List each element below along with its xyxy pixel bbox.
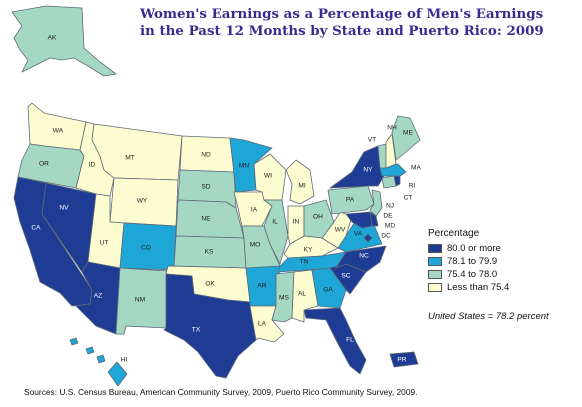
state-MT (91, 123, 183, 181)
label-ND: ND (201, 152, 211, 159)
label-IN: IN (293, 219, 300, 226)
legend-swatch (428, 270, 442, 280)
label-NH: NH (387, 125, 397, 132)
legend-item: Less than 75.4 (428, 282, 578, 294)
label-DC: DC (381, 233, 391, 240)
label-VT: VT (368, 137, 376, 144)
label-ID: ID (89, 162, 96, 169)
label-MD: MD (385, 223, 395, 230)
map-title: Women's Earnings as a Percentage of Men'… (140, 6, 544, 39)
label-NJ: NJ (386, 203, 394, 210)
state-FL (303, 307, 367, 375)
state-NE (175, 199, 245, 239)
label-FL: FL (346, 337, 354, 344)
legend: Percentage 80.0 or more 78.1 to 79.9 75.… (428, 228, 578, 295)
label-NY: NY (363, 167, 373, 174)
legend-label: 78.1 to 79.9 (447, 256, 498, 268)
label-KY: KY (304, 247, 313, 254)
label-HI: HI (121, 357, 128, 364)
state-DC (363, 233, 373, 243)
label-OK: OK (205, 281, 215, 288)
label-MO: MO (250, 242, 261, 249)
label-AZ: AZ (94, 293, 102, 300)
label-UT: UT (100, 240, 109, 247)
label-DE: DE (383, 213, 393, 220)
label-OH: OH (313, 214, 323, 221)
label-OR: OR (39, 161, 49, 168)
legend-label: 80.0 or more (447, 243, 501, 255)
legend-label: Less than 75.4 (447, 281, 510, 293)
label-KS: KS (205, 249, 214, 256)
label-PA: PA (346, 197, 355, 204)
label-MI: MI (298, 183, 305, 190)
state-TX (163, 273, 257, 379)
label-MN: MN (239, 163, 249, 170)
state-HI (69, 337, 79, 346)
state-GA (311, 267, 347, 309)
state-HI (85, 346, 95, 355)
label-CO: CO (141, 245, 151, 252)
label-AL: AL (298, 291, 306, 298)
legend-item: 78.1 to 79.9 (428, 256, 578, 268)
label-GA: GA (323, 287, 333, 294)
state-HI (96, 354, 106, 364)
label-AK: AK (48, 35, 57, 42)
label-WV: WV (335, 227, 346, 234)
label-MT: MT (125, 155, 135, 162)
legend-title: Percentage (428, 228, 480, 239)
legend-swatch (428, 257, 442, 267)
label-TN: TN (300, 259, 309, 266)
label-NE: NE (201, 216, 211, 223)
state-MD (345, 211, 373, 229)
label-CT: CT (404, 195, 413, 202)
label-NC: NC (359, 253, 369, 260)
legend-item: 80.0 or more (428, 243, 578, 255)
label-IL: IL (272, 219, 278, 226)
legend-label: 75.4 to 78.0 (447, 269, 498, 281)
label-SD: SD (201, 184, 210, 191)
us-average-note: United States = 78.2 percent (428, 311, 549, 322)
state-WA (27, 102, 87, 151)
label-CA: CA (31, 225, 41, 232)
state-AK (11, 5, 117, 77)
state-NH (385, 133, 397, 169)
label-TX: TX (192, 327, 201, 334)
state-NY (329, 145, 385, 189)
label-NM: NM (135, 297, 145, 304)
label-RI: RI (409, 183, 416, 190)
label-LA: LA (258, 321, 267, 328)
label-ME: ME (403, 130, 413, 137)
label-AR: AR (257, 283, 266, 290)
legend-swatch (428, 282, 442, 292)
source-note: Sources: U.S. Census Bureau, American Co… (24, 387, 418, 397)
label-IA: IA (251, 207, 258, 214)
state-IL (263, 199, 289, 265)
legend-swatch (428, 244, 442, 254)
state-HI (107, 361, 128, 387)
state-CT (381, 175, 397, 189)
legend-item: 75.4 to 78.0 (428, 269, 578, 281)
label-PR: PR (397, 357, 406, 364)
label-WY: WY (137, 198, 148, 205)
label-NV: NV (59, 205, 69, 212)
state-MI (285, 159, 315, 205)
label-VA: VA (354, 231, 363, 238)
label-SC: SC (341, 273, 350, 280)
label-MA: MA (411, 165, 421, 172)
state-ME (391, 115, 421, 161)
label-MS: MS (279, 295, 289, 302)
label-WA: WA (53, 128, 64, 135)
state-PR (389, 351, 419, 368)
label-WI: WI (264, 173, 272, 180)
